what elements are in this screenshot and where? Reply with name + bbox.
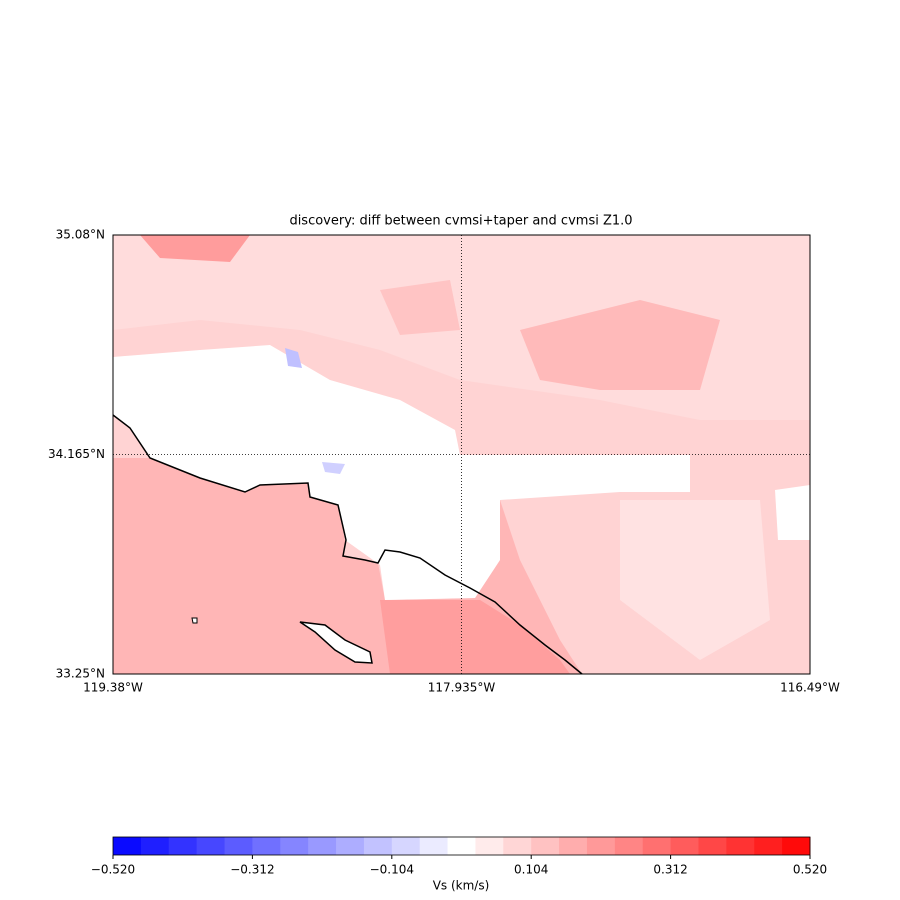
colorbar-bin [670, 837, 699, 855]
colorbar-bin [308, 837, 337, 855]
colorbar-bin [447, 837, 476, 855]
colorbar-tick-label: 0.104 [514, 863, 548, 877]
colorbar-bin [419, 837, 449, 855]
colorbar-tick-label: −0.104 [370, 863, 414, 877]
y-tick-label: 33.25°N [56, 667, 105, 681]
chart-title: discovery: diff between cvmsi+taper and … [289, 214, 632, 229]
colorbar-bin [503, 837, 532, 855]
colorbar-frame [112, 836, 811, 856]
y-tick-label: 34.165°N [48, 447, 105, 461]
colorbar-bin [168, 837, 198, 855]
map-field [112, 235, 810, 675]
field-patch [520, 300, 720, 390]
colorbar-bin [698, 837, 727, 855]
colorbar-label: Vs (km/s) [433, 879, 490, 893]
colorbar-tick-label: 0.520 [793, 863, 827, 877]
colorbar-bin [224, 837, 253, 855]
colorbar-tick-label: −0.520 [91, 863, 135, 877]
colorbar-bin [586, 837, 616, 855]
colorbar-bin [391, 837, 421, 855]
negative-patch [322, 462, 345, 474]
white-region [775, 485, 810, 540]
colorbar-bin [782, 837, 811, 855]
colorbar-bin [140, 837, 170, 855]
colorbar-bin [196, 837, 226, 855]
x-tick-label: 119.38°W [83, 681, 143, 695]
x-tick-label: 117.935°W [428, 681, 496, 695]
colorbar-bin [336, 837, 365, 855]
field-patch [620, 500, 770, 660]
field-patch [380, 600, 570, 674]
coastline [112, 414, 583, 675]
map-frame [112, 234, 811, 675]
x-tick-label: 116.49°W [780, 681, 840, 695]
y-tick-label: 35.08°N [56, 228, 105, 242]
colorbar-tick-label: 0.312 [653, 863, 687, 877]
colorbar-tick-label: −0.312 [230, 863, 274, 877]
island [299, 621, 373, 664]
colorbar-bin [531, 837, 560, 855]
field-patch [380, 280, 460, 335]
colorbar-bin [754, 837, 783, 855]
colorbar-bin [363, 837, 393, 855]
field-patch [140, 235, 250, 262]
colorbar [113, 837, 811, 855]
colorbar-bin [642, 837, 672, 855]
colorbar-bin [280, 837, 309, 855]
island [191, 617, 198, 624]
negative-patch [285, 348, 302, 368]
colorbar-bin [475, 837, 504, 855]
colorbar-bin [614, 837, 644, 855]
white-region [113, 345, 690, 600]
colorbar-bin [559, 837, 588, 855]
colorbar-bin [113, 837, 142, 855]
colorbar-bin [252, 837, 281, 855]
colorbar-bin [726, 837, 755, 855]
